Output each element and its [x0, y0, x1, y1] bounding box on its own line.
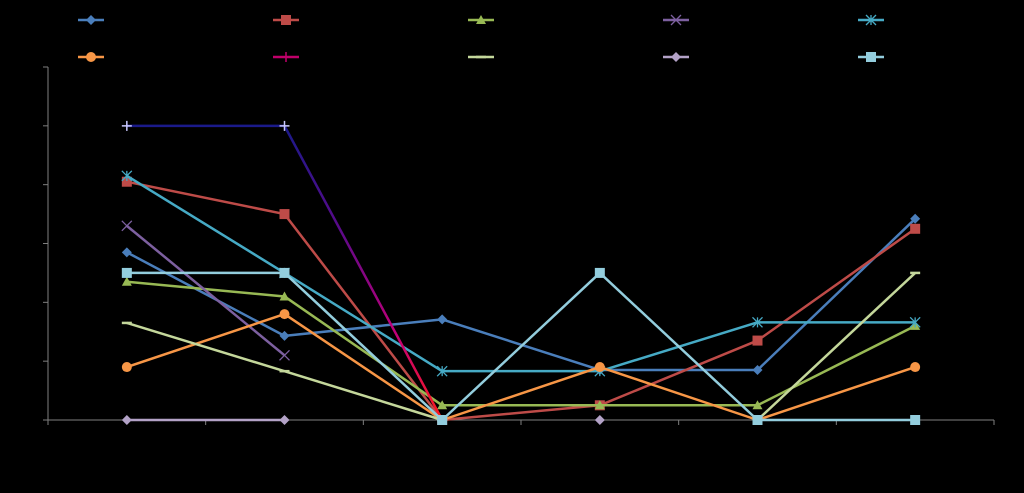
series-4 [121, 220, 290, 361]
data-point [121, 267, 132, 278]
series-9 [121, 415, 605, 425]
data-point [436, 365, 448, 377]
legend-entry-1 [78, 15, 104, 25]
series-layer [121, 120, 921, 425]
data-point [752, 364, 763, 375]
data-point [752, 415, 763, 425]
data-point [752, 400, 763, 410]
data-point [437, 314, 448, 325]
data-point [121, 247, 132, 258]
legend-entry-10 [858, 52, 884, 62]
series-3 [121, 276, 921, 410]
series-line [126, 280, 916, 407]
data-point [121, 120, 132, 131]
data-point [752, 316, 763, 328]
data-point [910, 362, 921, 373]
data-point [437, 400, 448, 410]
data-point [594, 415, 605, 425]
data-point [437, 415, 448, 425]
series-line [126, 312, 916, 422]
legend [78, 14, 884, 62]
data-point [752, 335, 763, 346]
data-point [279, 309, 290, 320]
data-point [279, 267, 290, 278]
legend-entry-5 [858, 14, 884, 26]
data-point [121, 170, 133, 182]
legend-marker [671, 52, 681, 62]
legend-entry-9 [663, 52, 689, 62]
series-line [126, 271, 916, 422]
data-point [910, 223, 921, 234]
legend-marker [866, 52, 876, 62]
legend-marker [865, 14, 877, 26]
legend-entry-6 [78, 52, 104, 62]
data-point [121, 362, 132, 373]
legend-marker [670, 14, 682, 26]
data-point [279, 209, 290, 220]
data-point [121, 176, 132, 187]
legend-entry-7 [273, 52, 299, 62]
legend-marker [86, 15, 96, 25]
data-point [594, 362, 605, 373]
data-point [121, 415, 132, 425]
legend-entry-3 [468, 15, 494, 24]
series-10 [121, 267, 921, 425]
data-point [121, 220, 133, 232]
data-point [279, 330, 290, 341]
series-line [126, 174, 916, 373]
series-1 [121, 213, 921, 375]
series-6 [121, 309, 921, 425]
data-point [909, 316, 921, 328]
legend-marker [281, 15, 291, 25]
legend-marker [476, 15, 486, 24]
series-line [126, 224, 286, 357]
legend-marker [86, 52, 96, 62]
data-point [279, 291, 290, 301]
legend-marker [281, 52, 291, 62]
data-point [279, 349, 290, 361]
data-point [910, 415, 921, 425]
legend-entry-2 [273, 15, 299, 25]
data-point [910, 213, 921, 224]
series-line [756, 272, 917, 421]
data-point [594, 267, 605, 278]
data-point [279, 120, 290, 131]
data-point [594, 400, 605, 410]
data-point [279, 415, 290, 425]
series-2 [121, 176, 921, 425]
legend-entry-4 [663, 14, 689, 26]
data-point [121, 276, 132, 286]
